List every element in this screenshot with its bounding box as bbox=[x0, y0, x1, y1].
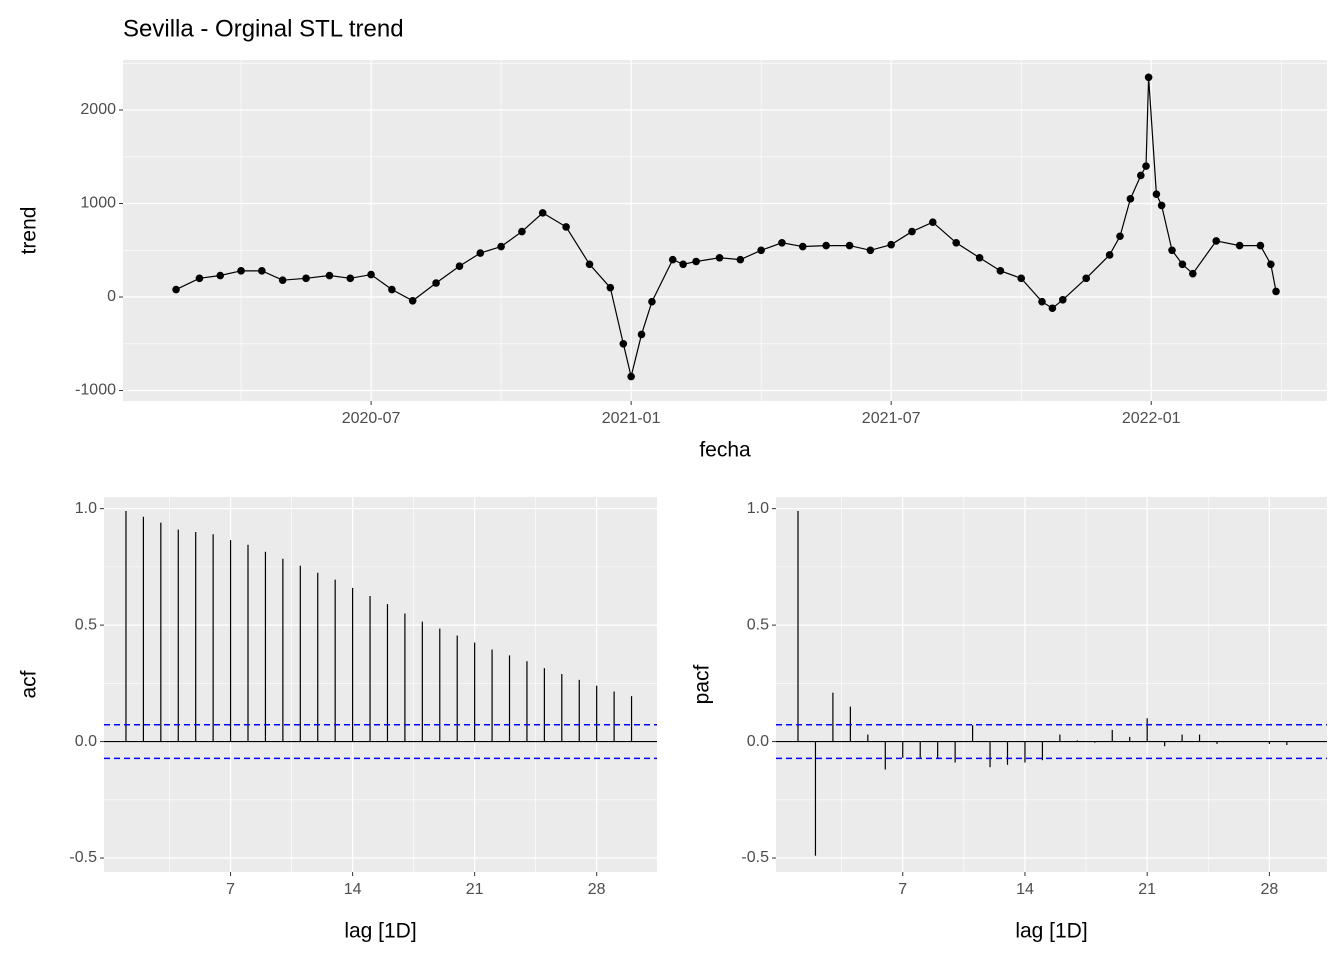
point bbox=[1178, 260, 1187, 269]
point bbox=[1058, 296, 1067, 304]
y-axis-title: acf bbox=[18, 670, 41, 698]
point bbox=[1168, 246, 1176, 255]
point bbox=[822, 241, 830, 250]
x-tick-label: 21 bbox=[466, 881, 484, 898]
y-tick-label: -1000 bbox=[75, 382, 116, 399]
point bbox=[302, 274, 310, 283]
point bbox=[757, 246, 765, 255]
point bbox=[928, 218, 937, 227]
point bbox=[996, 267, 1005, 275]
y-tick-label: 1.0 bbox=[75, 500, 97, 517]
point bbox=[1272, 287, 1280, 296]
point bbox=[258, 267, 266, 275]
point bbox=[237, 267, 245, 275]
x-tick-label: 28 bbox=[588, 881, 606, 898]
x-tick-label: 2022-01 bbox=[1122, 410, 1181, 427]
point bbox=[679, 260, 687, 269]
x-axis-title: lag [1D] bbox=[344, 920, 416, 943]
point bbox=[1137, 171, 1145, 180]
point bbox=[325, 271, 334, 280]
point bbox=[778, 238, 786, 247]
x-tick-label: 2021-01 bbox=[602, 410, 661, 427]
point bbox=[1256, 241, 1265, 250]
point bbox=[172, 285, 180, 294]
point bbox=[1157, 201, 1166, 210]
point bbox=[455, 262, 464, 270]
point bbox=[975, 253, 984, 262]
point bbox=[1235, 241, 1244, 250]
point bbox=[1048, 304, 1057, 313]
point bbox=[736, 255, 745, 264]
point bbox=[1212, 237, 1221, 245]
point bbox=[562, 223, 570, 231]
point bbox=[432, 279, 440, 287]
y-tick-label: 0.5 bbox=[75, 616, 97, 633]
point bbox=[887, 240, 895, 249]
y-tick-label: 1.0 bbox=[747, 500, 769, 517]
y-tick-label: 0.0 bbox=[75, 733, 97, 750]
point bbox=[1116, 232, 1124, 241]
point bbox=[1152, 190, 1161, 198]
point bbox=[606, 283, 615, 292]
point bbox=[619, 339, 628, 348]
y-tick-label: -0.5 bbox=[741, 849, 769, 866]
y-tick-label: 0.0 bbox=[747, 733, 769, 750]
chart-title: Sevilla - Orginal STL trend bbox=[123, 15, 404, 42]
point bbox=[866, 246, 875, 255]
y-axis-title: pacf bbox=[691, 664, 714, 704]
panel-background bbox=[776, 497, 1327, 872]
x-axis-title: fecha bbox=[699, 439, 751, 462]
point bbox=[1017, 274, 1025, 283]
point bbox=[952, 238, 960, 247]
point bbox=[476, 249, 485, 257]
point bbox=[1189, 269, 1197, 278]
point bbox=[195, 274, 204, 283]
y-tick-label: 0.5 bbox=[747, 616, 769, 633]
point bbox=[908, 227, 916, 236]
x-tick-label: 28 bbox=[1260, 881, 1278, 898]
x-tick-label: 2020-07 bbox=[342, 410, 401, 427]
point bbox=[388, 285, 396, 294]
point bbox=[278, 276, 287, 284]
y-axis-title: trend bbox=[18, 207, 41, 255]
point bbox=[715, 253, 724, 262]
point bbox=[798, 242, 807, 251]
point bbox=[408, 296, 417, 305]
point bbox=[1105, 251, 1114, 259]
point bbox=[216, 271, 225, 280]
panel-background bbox=[104, 497, 657, 872]
point bbox=[346, 274, 355, 283]
x-axis-title: lag [1D] bbox=[1015, 920, 1087, 943]
point bbox=[1142, 162, 1150, 170]
point bbox=[1144, 73, 1153, 82]
x-tick-label: 2021-07 bbox=[862, 410, 921, 427]
point bbox=[1082, 274, 1090, 283]
x-tick-label: 14 bbox=[1016, 881, 1034, 898]
point bbox=[627, 372, 635, 381]
point bbox=[692, 257, 700, 266]
point bbox=[845, 241, 854, 250]
point bbox=[668, 255, 677, 264]
point bbox=[1267, 260, 1275, 269]
x-tick-label: 21 bbox=[1138, 881, 1156, 898]
y-tick-label: 0 bbox=[107, 288, 116, 305]
point bbox=[518, 227, 526, 236]
point bbox=[585, 260, 594, 269]
x-tick-label: 14 bbox=[344, 881, 362, 898]
point bbox=[497, 242, 505, 251]
point bbox=[1126, 195, 1135, 203]
point bbox=[1038, 297, 1046, 306]
y-tick-label: 2000 bbox=[80, 101, 116, 118]
point bbox=[648, 297, 656, 306]
point bbox=[367, 270, 375, 279]
y-tick-label: 1000 bbox=[80, 195, 116, 212]
point bbox=[637, 330, 646, 339]
x-tick-label: 7 bbox=[226, 881, 235, 898]
point bbox=[538, 209, 547, 217]
y-tick-label: -0.5 bbox=[69, 849, 97, 866]
x-tick-label: 7 bbox=[898, 881, 907, 898]
panel-background bbox=[123, 60, 1327, 401]
